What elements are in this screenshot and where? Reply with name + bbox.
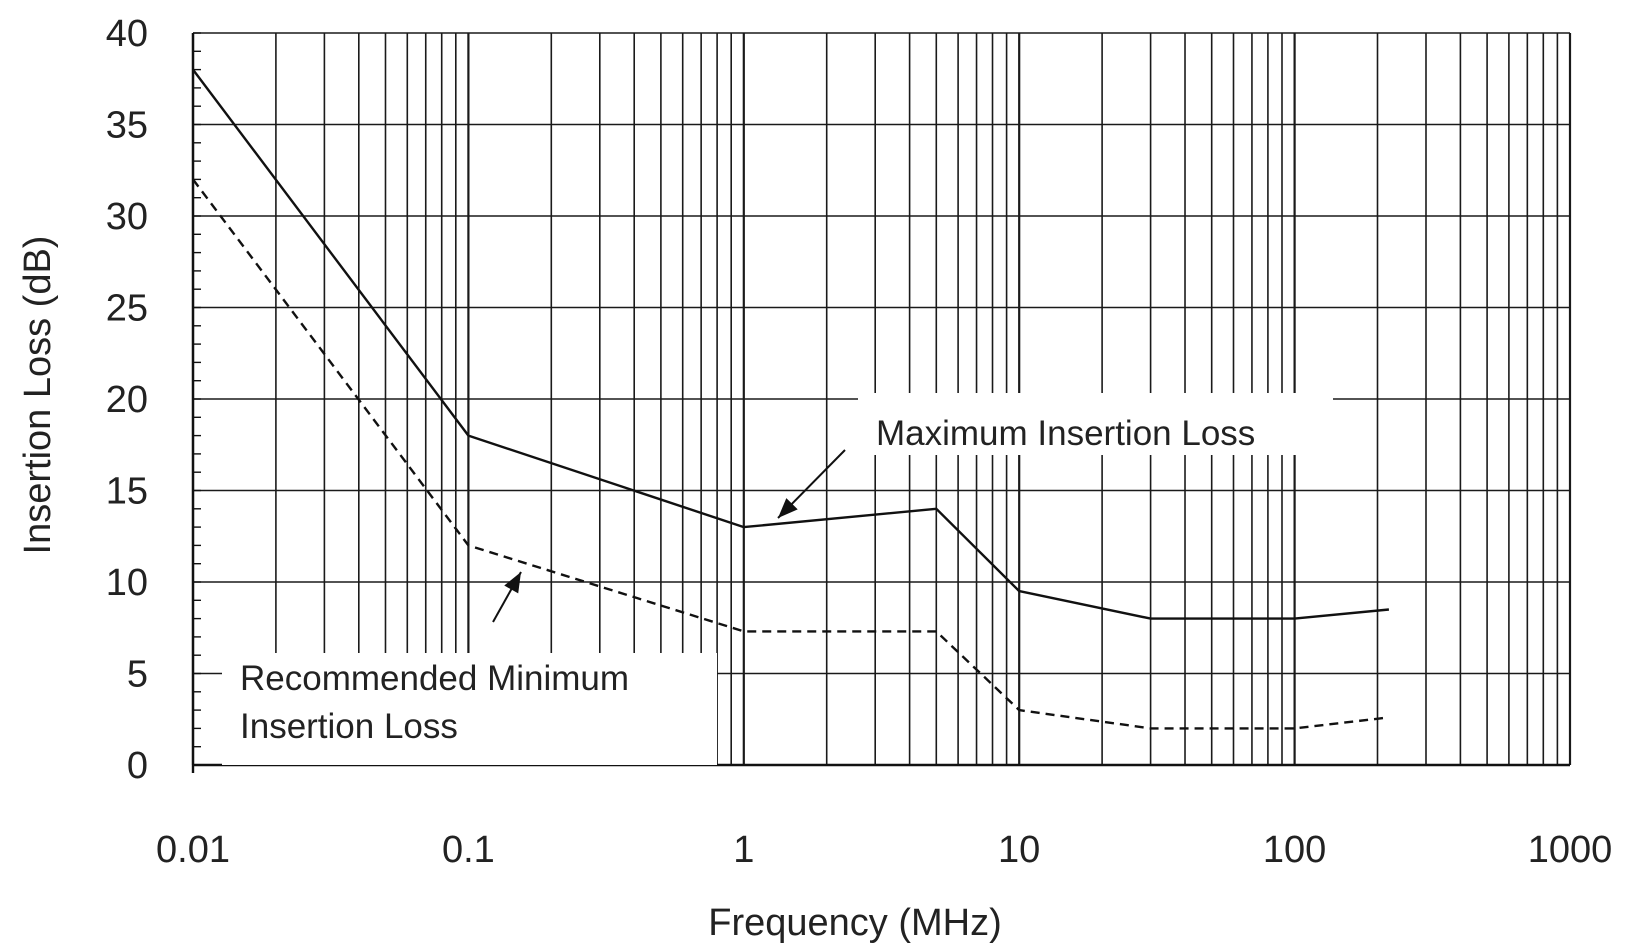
y-tick-label: 40	[106, 13, 148, 55]
y-axis-title: Insertion Loss (dB)	[17, 236, 59, 555]
series-lines	[192, 68, 1390, 730]
recommended-minimum-insertion-loss-line	[192, 178, 1390, 730]
y-tick-label: 5	[127, 654, 148, 696]
x-axis-title: Frequency (MHz)	[708, 902, 1002, 944]
y-tick-label: 0	[127, 745, 148, 787]
annotation-backdrop	[222, 653, 717, 765]
y-tick-label: 25	[106, 288, 148, 330]
y-tick-label: 30	[106, 196, 148, 238]
annotation-label: Maximum Insertion Loss	[876, 414, 1255, 453]
annotation-arrowhead	[504, 572, 521, 594]
tick-labels: 0.01 0.1 1 10 100 1000 0 5 10 15 20 25 30 35 40	[106, 13, 1613, 871]
annotation-label: Recommended Minimum	[240, 659, 629, 698]
x-tick-label: 1	[733, 829, 754, 871]
maximum-insertion-loss-line	[192, 68, 1390, 620]
x-tick-label: 0.1	[442, 829, 495, 871]
x-tick-label: 100	[1263, 829, 1326, 871]
annotation-arrowhead	[778, 498, 798, 518]
x-tick-label: 10	[998, 829, 1040, 871]
y-tick-label: 20	[106, 379, 148, 421]
annotation-backdrop	[858, 393, 1333, 455]
x-tick-label: 0.01	[156, 829, 230, 871]
annotation-label: Insertion Loss	[240, 707, 458, 746]
y-tick-label: 15	[106, 471, 148, 513]
y-tick-label: 10	[106, 562, 148, 604]
x-tick-label: 1000	[1528, 829, 1613, 871]
annotations: Maximum Insertion Loss Recommended Minimu…	[222, 393, 1333, 765]
y-tick-label: 35	[106, 105, 148, 147]
